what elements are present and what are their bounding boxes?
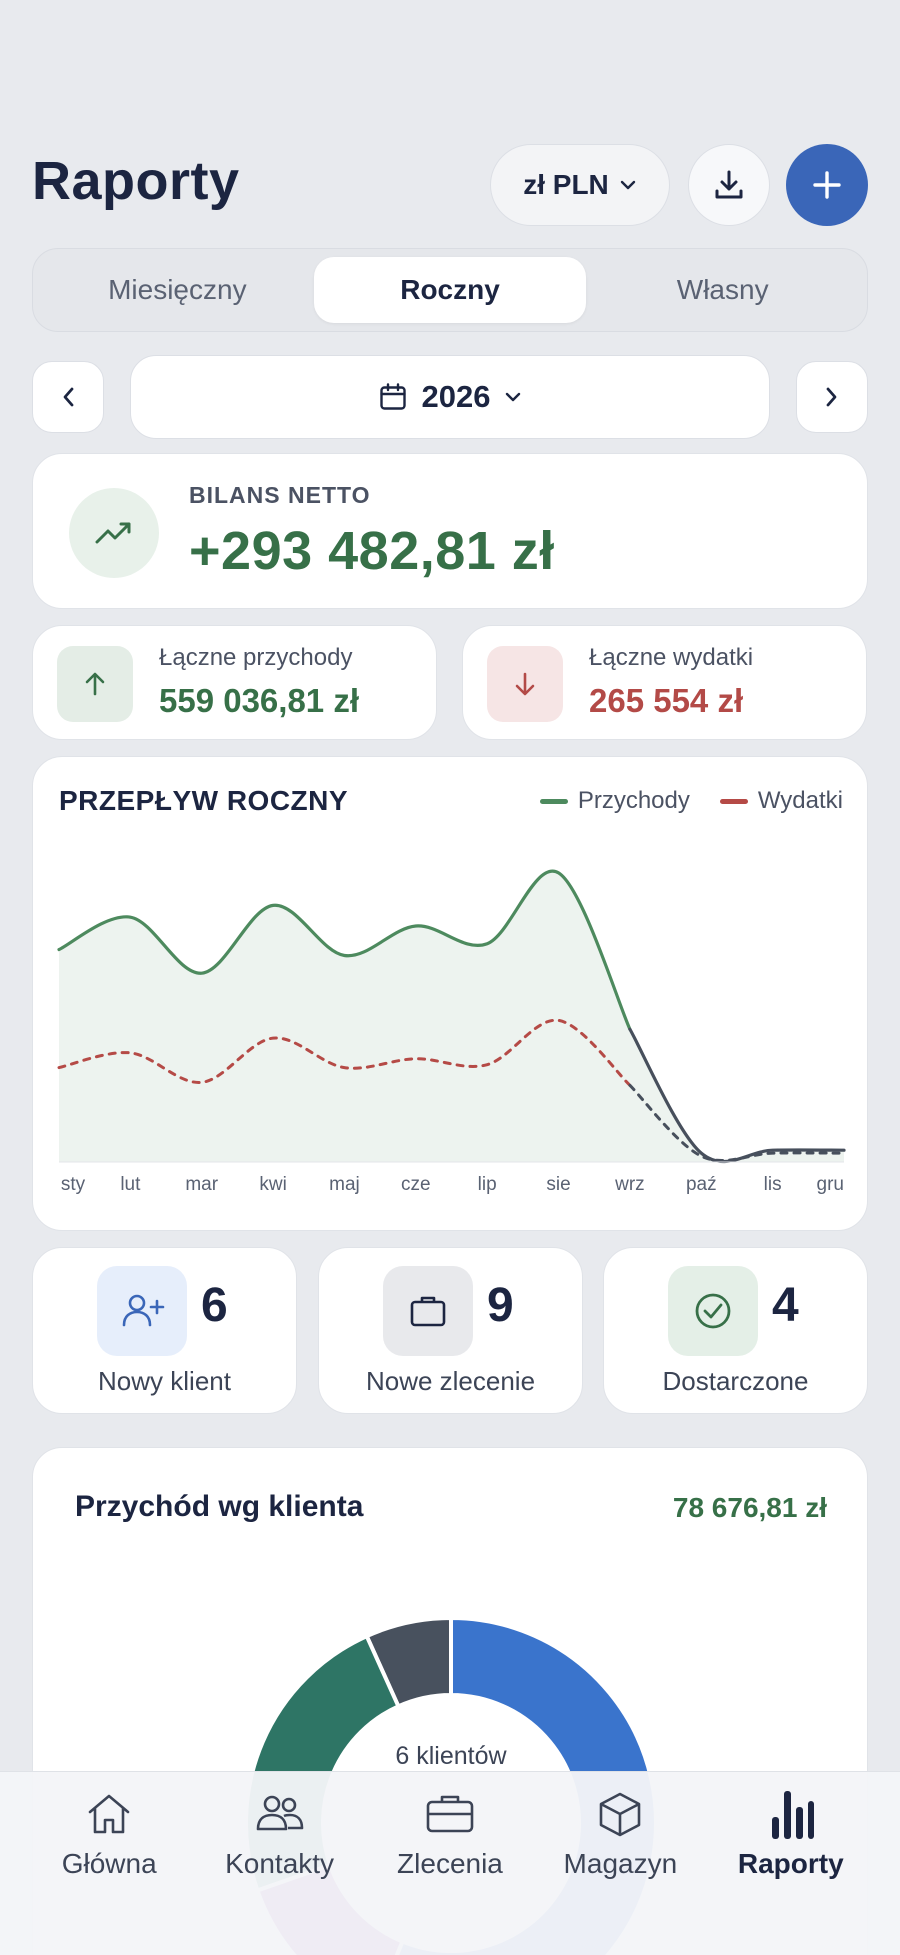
tab-custom[interactable]: Własny bbox=[676, 274, 769, 305]
delivered-card[interactable]: 4 Dostarczone bbox=[603, 1247, 868, 1414]
new-client-label: Nowy klient bbox=[98, 1366, 231, 1396]
legend-income-swatch bbox=[539, 798, 568, 804]
box-icon bbox=[595, 1786, 645, 1842]
tabbar-label-contacts: Kontakty bbox=[225, 1848, 335, 1879]
legend-income-label: Przychody bbox=[577, 787, 690, 814]
plus-icon bbox=[813, 171, 841, 199]
chevron-down-icon bbox=[506, 392, 521, 402]
check-circle-icon bbox=[668, 1266, 758, 1356]
tab-monthly[interactable]: Miesięczny bbox=[108, 274, 247, 305]
x-tick-label: sie bbox=[546, 1174, 570, 1195]
income-series-line bbox=[57, 869, 632, 1031]
tabbar-label-orders: Zlecenia bbox=[397, 1848, 503, 1879]
annual-flow-chart-card: sty lut mar kwi maj cze lip sie wrz paź lis gru PRZ… bbox=[32, 756, 868, 1231]
x-tick-label: paź bbox=[686, 1174, 717, 1195]
income-value: 559 036,81 zł bbox=[159, 682, 359, 719]
expenses-series-line bbox=[57, 1018, 632, 1087]
tabbar-item-contacts[interactable]: Kontakty bbox=[205, 1772, 355, 1955]
previous-year-button[interactable] bbox=[32, 361, 104, 433]
new-client-count: 6 bbox=[201, 1279, 228, 1332]
donut-center-label: 6 klientów bbox=[395, 1742, 507, 1770]
balance-value: +293 482,81 zł bbox=[189, 521, 555, 581]
legend-expenses-label: Wydatki bbox=[757, 787, 843, 814]
client-revenue-total: 78 676,81 zł bbox=[672, 1492, 827, 1523]
tabbar-label-home: Główna bbox=[61, 1848, 157, 1879]
client-revenue-title: Przychód wg klienta bbox=[75, 1490, 364, 1523]
new-client-card[interactable]: 6 Nowy klient bbox=[32, 1247, 297, 1414]
x-tick-label: cze bbox=[401, 1174, 431, 1195]
page-title: Raporty bbox=[32, 151, 240, 211]
expenses-forecast-line bbox=[628, 1083, 846, 1162]
tabbar-item-home[interactable]: Główna bbox=[34, 1772, 184, 1955]
x-tick-label: maj bbox=[329, 1174, 360, 1195]
chevron-left-icon bbox=[63, 387, 74, 407]
bottom-tab-bar: Główna Kontakty Zlecenia Magazyn Raporty bbox=[0, 1771, 900, 1955]
net-balance-card: BILANS NETTO +293 482,81 zł bbox=[32, 453, 868, 609]
trending-up-icon bbox=[69, 488, 159, 578]
download-icon bbox=[715, 170, 743, 199]
x-tick-label: mar bbox=[185, 1174, 218, 1195]
total-expenses-card: Łączne wydatki 265 554 zł bbox=[462, 625, 867, 740]
header: Raporty zł PLN bbox=[32, 140, 868, 226]
arrow-down-icon bbox=[487, 646, 563, 722]
delivered-count: 4 bbox=[772, 1279, 799, 1332]
balance-label: BILANS NETTO bbox=[189, 482, 371, 508]
next-year-button[interactable] bbox=[796, 361, 868, 433]
currency-label: zł PLN bbox=[523, 169, 609, 200]
tabbar-item-orders[interactable]: Zlecenia bbox=[375, 1772, 525, 1955]
expenses-label: Łączne wydatki bbox=[589, 644, 754, 671]
new-order-count: 9 bbox=[487, 1279, 514, 1332]
tab-yearly[interactable]: Roczny bbox=[313, 257, 587, 323]
currency-selector[interactable]: zł PLN bbox=[490, 144, 670, 226]
new-order-card[interactable]: 9 Nowe zlecenie bbox=[318, 1247, 583, 1414]
download-button[interactable] bbox=[688, 144, 770, 226]
tabbar-label-warehouse: Magazyn bbox=[563, 1848, 678, 1879]
tabbar-label-reports: Raporty bbox=[737, 1848, 844, 1879]
chart-title: PRZEPŁYW ROCZNY bbox=[59, 785, 349, 816]
total-income-card: Łączne przychody 559 036,81 zł bbox=[32, 625, 437, 740]
chart-legend: Przychody Wydatki bbox=[539, 787, 843, 815]
x-tick-label: lut bbox=[120, 1174, 141, 1195]
period-tabs: Miesięczny Roczny Własny bbox=[32, 248, 868, 332]
year-label: 2026 bbox=[421, 379, 491, 414]
contacts-icon bbox=[253, 1786, 307, 1842]
new-order-label: Nowe zlecenie bbox=[365, 1366, 536, 1396]
income-label: Łączne przychody bbox=[159, 644, 353, 671]
x-tick-label: wrz bbox=[614, 1174, 645, 1195]
tabbar-item-reports[interactable]: Raporty bbox=[716, 1772, 866, 1955]
arrow-up-icon bbox=[57, 646, 133, 722]
x-tick-label: kwi bbox=[259, 1174, 286, 1195]
x-tick-label: lis bbox=[764, 1174, 782, 1195]
user-plus-icon bbox=[97, 1266, 187, 1356]
delivered-label: Dostarczone bbox=[662, 1366, 809, 1396]
expenses-value: 265 554 zł bbox=[589, 682, 744, 719]
add-button[interactable] bbox=[786, 144, 868, 226]
x-tick-label: lip bbox=[478, 1174, 497, 1195]
tabbar-item-warehouse[interactable]: Magazyn bbox=[545, 1772, 695, 1955]
x-tick-label: sty bbox=[61, 1174, 86, 1195]
year-picker[interactable]: 2026 bbox=[130, 355, 770, 439]
bar-chart-icon bbox=[766, 1786, 816, 1842]
chevron-down-icon bbox=[620, 180, 635, 190]
legend-expenses-swatch bbox=[719, 798, 748, 804]
income-area bbox=[59, 871, 844, 1162]
chevron-right-icon bbox=[826, 387, 837, 407]
legend-expenses: Wydatki bbox=[719, 787, 843, 815]
x-tick-label: gru bbox=[817, 1174, 844, 1195]
annual-flow-chart: sty lut mar kwi maj cze lip sie wrz paź lis gru bbox=[57, 869, 846, 1195]
briefcase-icon bbox=[383, 1266, 473, 1356]
legend-income: Przychody bbox=[539, 787, 690, 815]
calendar-icon bbox=[379, 383, 406, 410]
date-navigation: 2026 bbox=[32, 355, 868, 439]
home-icon bbox=[84, 1786, 134, 1842]
briefcase-icon bbox=[423, 1786, 477, 1842]
